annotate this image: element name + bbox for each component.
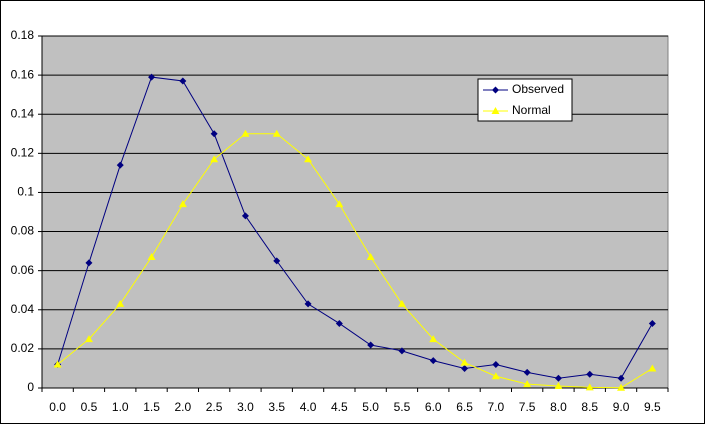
point: [210, 155, 219, 163]
point: [429, 357, 437, 365]
legend-label: Normal: [512, 103, 551, 117]
point: [648, 319, 656, 327]
x-tick-label: 2.5: [206, 400, 223, 414]
y-tick-label: 0: [27, 380, 34, 394]
point: [178, 200, 187, 208]
x-tick-label: 3.5: [268, 400, 285, 414]
point: [84, 335, 93, 343]
point: [53, 360, 62, 368]
x-tick-label: 4.0: [300, 400, 317, 414]
x-tick-label: 1.5: [143, 400, 160, 414]
point: [648, 364, 657, 372]
x-tick-label: 5.5: [394, 400, 411, 414]
point: [491, 107, 500, 114]
point: [492, 86, 499, 94]
x-tick-label: 0.0: [49, 400, 66, 414]
point: [617, 374, 625, 382]
y-tick-label: 0.1: [17, 185, 34, 199]
y-tick-label: 0.04: [11, 302, 35, 316]
x-tick-label: 6.0: [425, 400, 442, 414]
x-tick-label: 9.0: [613, 400, 630, 414]
point: [398, 347, 406, 355]
point: [586, 370, 594, 378]
x-tick-label: 8.0: [550, 400, 567, 414]
point: [523, 380, 532, 388]
point: [179, 77, 187, 85]
y-tick-label: 0.06: [11, 263, 35, 277]
point: [491, 372, 500, 380]
x-tick-label: 4.5: [331, 400, 348, 414]
point: [304, 155, 313, 163]
point: [554, 382, 563, 390]
y-tick-label: 0.08: [11, 224, 35, 238]
series-line: [57, 76, 653, 379]
x-tick-label: 0.5: [81, 400, 98, 414]
point: [85, 259, 93, 267]
plot-area: [41, 35, 669, 389]
point: [241, 129, 250, 137]
x-tick-label: 8.5: [581, 400, 598, 414]
point: [241, 212, 249, 220]
point: [585, 383, 594, 391]
point: [492, 361, 500, 369]
x-tick-label: 3.0: [237, 400, 254, 414]
point: [367, 341, 375, 349]
point: [617, 383, 626, 391]
point: [335, 319, 343, 327]
x-tick-label: 2.0: [175, 400, 192, 414]
y-tick-label: 0.14: [11, 106, 35, 120]
y-tick-label: 0.12: [11, 146, 35, 160]
y-tick-label: 0.02: [11, 341, 35, 355]
point: [460, 358, 469, 366]
point: [210, 130, 218, 138]
point: [272, 129, 281, 137]
point: [461, 364, 469, 372]
point: [554, 374, 562, 382]
x-tick-label: 7.0: [488, 400, 505, 414]
point: [273, 257, 281, 265]
series-line: [57, 133, 653, 389]
point: [116, 299, 125, 307]
point: [366, 252, 375, 260]
point: [147, 252, 156, 260]
point: [429, 335, 438, 343]
x-tick-label: 9.5: [644, 400, 661, 414]
x-tick-label: 1.0: [112, 400, 129, 414]
y-tick-label: 0.18: [11, 28, 35, 42]
point: [523, 368, 531, 376]
x-tick-label: 5.0: [362, 400, 379, 414]
y-tick-label: 0.16: [11, 67, 35, 81]
point: [304, 300, 312, 308]
point: [397, 299, 406, 307]
point: [148, 73, 156, 81]
x-tick-label: 6.5: [456, 400, 473, 414]
legend-label: Observed: [512, 82, 564, 96]
point: [116, 161, 124, 169]
point: [335, 200, 344, 208]
x-tick-label: 7.5: [519, 400, 536, 414]
